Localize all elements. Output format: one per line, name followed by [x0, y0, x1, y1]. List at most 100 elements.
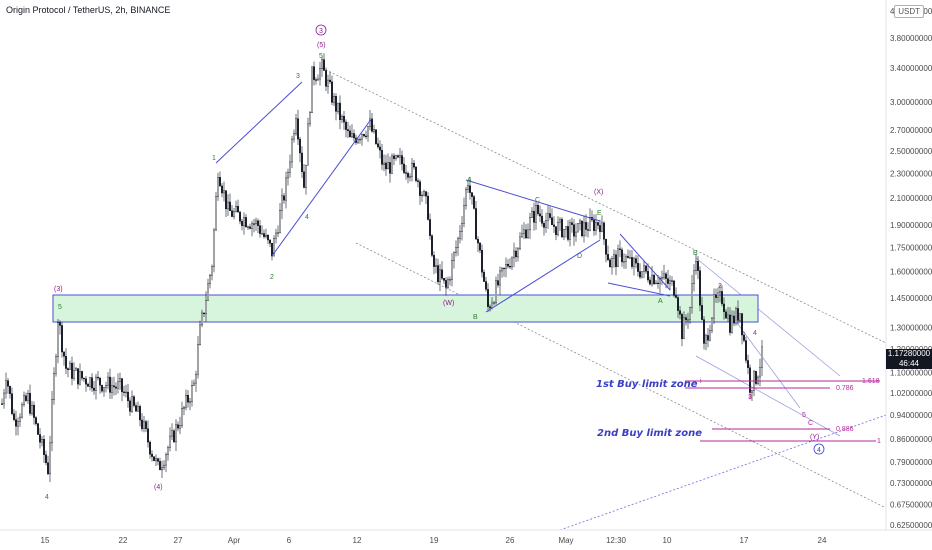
candle-body	[337, 102, 340, 112]
candle-body	[463, 205, 466, 224]
candle-body	[295, 118, 298, 134]
candle-body	[491, 302, 494, 309]
candle-body	[411, 162, 414, 177]
candle-body	[72, 370, 75, 379]
price-tick-9: 1.75000000	[890, 243, 932, 252]
fib-label-1618: 1.618	[862, 378, 880, 385]
candle-body	[33, 405, 36, 418]
candle-body	[509, 266, 512, 268]
candle-body	[66, 368, 69, 370]
candle-body	[204, 300, 207, 314]
candle-body	[723, 303, 726, 313]
time-tick-5: 12	[353, 536, 362, 545]
candle-body	[515, 250, 518, 258]
candle-body	[25, 395, 28, 401]
wave-pY: (Y)	[810, 434, 819, 441]
candle-body	[323, 59, 326, 71]
candle-body	[627, 256, 630, 258]
candle-body	[194, 373, 197, 384]
candle-body	[100, 385, 103, 392]
candle-body	[188, 401, 191, 403]
candle-body	[279, 209, 282, 233]
wave-p4: (4)	[154, 484, 163, 491]
candle-body	[635, 258, 638, 264]
time-tick-3: Apr	[228, 536, 241, 545]
candle-body	[182, 406, 185, 409]
candle-body	[695, 261, 698, 272]
price-tick-16: 0.94000000	[890, 411, 932, 420]
wave-E: E	[597, 210, 602, 217]
currency-button[interactable]: USDT	[894, 5, 924, 18]
candle-body	[98, 377, 101, 386]
candle-body	[523, 229, 526, 234]
candle-body	[140, 419, 143, 429]
price-tick-4: 2.70000000	[890, 126, 932, 135]
candle-body	[224, 190, 227, 210]
candle-body	[395, 155, 398, 159]
candle-body	[17, 421, 20, 427]
candle-body	[311, 66, 314, 113]
candle-body	[3, 392, 6, 405]
time-tick-2: 27	[174, 536, 183, 545]
candle-body	[317, 78, 320, 81]
candle-body	[267, 234, 270, 241]
candle-body	[473, 196, 476, 209]
candle-body	[232, 211, 235, 217]
candle-body	[76, 368, 79, 385]
candle-body	[437, 265, 440, 283]
time-tick-0: 15	[41, 536, 50, 545]
candle-body	[285, 177, 288, 201]
candle-body	[465, 188, 468, 206]
candle-body	[693, 270, 696, 285]
candle-body	[549, 213, 552, 218]
candle-body	[397, 155, 400, 158]
price-tick-11: 1.45000000	[890, 294, 932, 303]
candle-body	[8, 386, 11, 394]
circled-wave-4-label: 4	[817, 447, 821, 454]
candle-body	[154, 458, 157, 461]
chart-title: Origin Protocol / TetherUS, 2h, BINANCE	[6, 5, 171, 15]
price-tick-14: 1.10000000	[890, 369, 932, 378]
candle-body	[655, 282, 658, 285]
candle-body	[761, 346, 764, 368]
candle-body	[545, 220, 548, 228]
candle-body	[451, 260, 454, 280]
candle-body	[88, 377, 91, 387]
wave-D: D	[577, 253, 582, 260]
candle-body	[138, 406, 141, 421]
candle-body	[61, 325, 64, 353]
candle-body	[735, 308, 738, 324]
candle-body	[78, 371, 81, 385]
candle-body	[419, 181, 422, 196]
candle-body	[431, 235, 434, 256]
candle-body	[196, 344, 199, 375]
candle-body	[645, 265, 648, 272]
price-tick-8: 1.90000000	[890, 221, 932, 230]
candle-body	[59, 322, 62, 326]
candle-body	[729, 314, 732, 333]
candle-body	[82, 377, 85, 380]
fib-label-1: 1	[877, 438, 881, 445]
candle-body	[415, 166, 418, 181]
candle-body	[10, 393, 13, 414]
candle-body	[263, 233, 266, 237]
fib-label-0786: 0.786	[836, 385, 854, 392]
candle-body	[559, 219, 562, 223]
candle-body	[172, 430, 175, 443]
candle-body	[381, 149, 384, 165]
candle-body	[517, 248, 520, 258]
candle-body	[216, 177, 219, 197]
candle-body	[301, 152, 304, 173]
wave-p5: (5)	[317, 42, 326, 49]
wave-rC: C	[808, 420, 813, 427]
candle-body	[226, 201, 229, 210]
candle-body	[142, 421, 145, 429]
candle-body	[307, 123, 310, 166]
time-tick-1: 22	[119, 536, 128, 545]
candle-body	[41, 439, 44, 443]
candle-body	[156, 458, 159, 462]
candle-body	[689, 307, 692, 320]
candle-body	[663, 273, 666, 278]
candle-body	[561, 219, 564, 238]
